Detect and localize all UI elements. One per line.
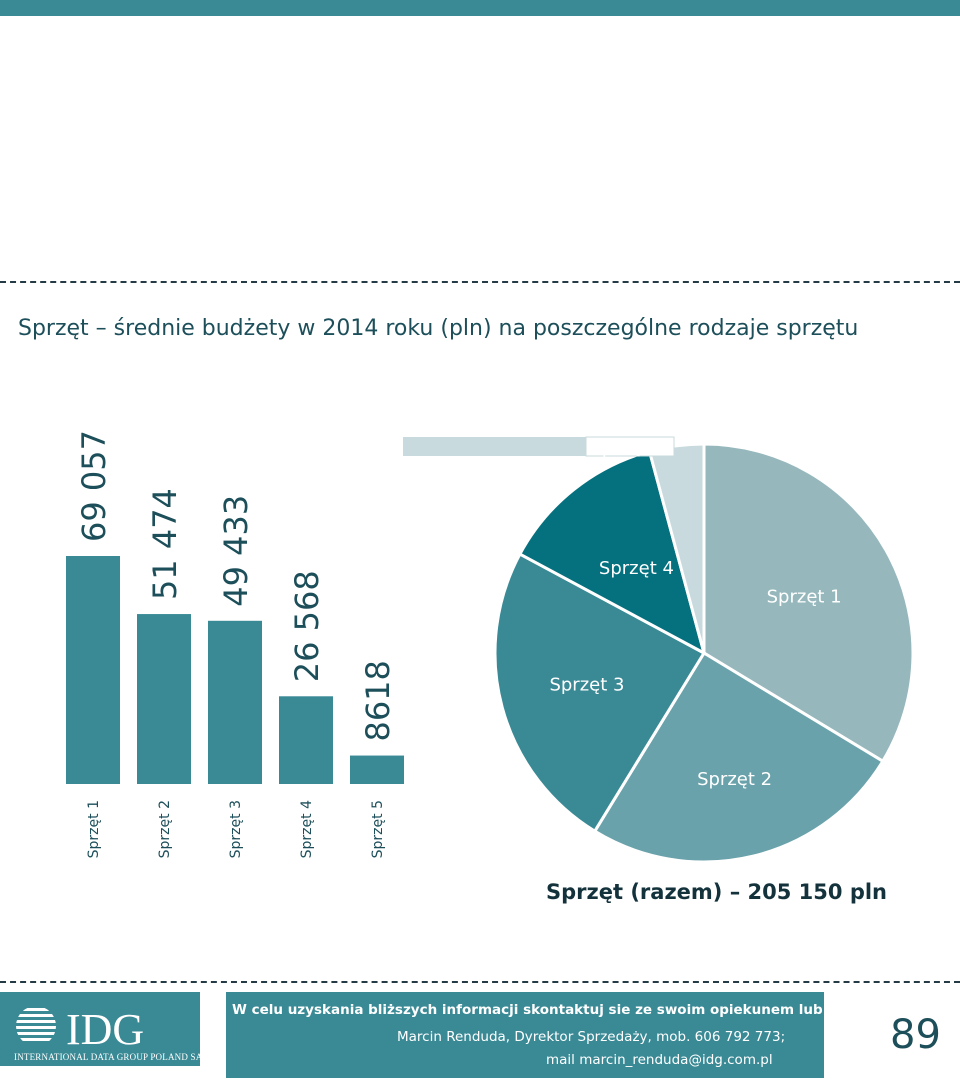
pie-slice-3: [493, 552, 707, 834]
total-label: Sprzęt (razem) – 205 150 pln: [546, 880, 887, 904]
dashed-divider-bottom: [0, 981, 960, 983]
bar-category-label: Sprzęt 5: [370, 800, 386, 858]
idg-logo-box: IDG INTERNATIONAL DATA GROUP POLAND SA: [0, 992, 203, 1066]
bar-category-label: Sprzęt 3: [228, 800, 244, 858]
dashed-divider-top: [0, 281, 960, 283]
bar-category-label: Sprzęt 4: [299, 800, 315, 858]
bar-category-label: Sprzęt 1: [86, 800, 102, 858]
footer: IDG INTERNATIONAL DATA GROUP POLAND SA W…: [0, 992, 960, 1082]
bar-value-label: 49 433: [217, 495, 255, 607]
bar-value-label: 26 568: [288, 570, 326, 682]
pie-slice-2: [592, 650, 885, 864]
pie-slice-label: Sprzęt 1: [767, 587, 842, 608]
pie-slice-label: Sprzęt 5: [590, 437, 665, 458]
chart-area: 69 057 Sprzęt 1 51 474 Sprzęt 2 49 433 Sprzęt…: [66, 430, 915, 864]
pie-slice-1: [702, 442, 915, 764]
contact-heading: W celu uzyskania bliższych informacji sk…: [232, 1002, 829, 1018]
bar-3: [208, 620, 262, 784]
bar-5: [350, 755, 404, 784]
bar-value-label: 51 474: [146, 488, 184, 600]
bar-4: [279, 696, 333, 784]
pie-slice-label: Sprzęt 3: [549, 675, 624, 696]
contact-box: W celu uzyskania bliższych informacji sk…: [226, 992, 828, 1078]
pie-label-tab-end: [585, 436, 675, 457]
idg-globe-logo-icon: IDG: [16, 1005, 144, 1050]
top-accent-bar: [0, 0, 960, 16]
chart-title: Sprzęt – średnie budżety w 2014 roku (pl…: [18, 316, 859, 341]
idg-logo-subtitle: INTERNATIONAL DATA GROUP POLAND SA: [14, 1052, 203, 1062]
pie-slice-label: Sprzęt 2: [697, 769, 772, 790]
bar-value-label: 69 057: [75, 430, 113, 542]
pie-slice-label: Sprzęt 4: [599, 558, 674, 579]
bar-1: [66, 556, 120, 784]
idg-logo-text: IDG: [66, 1005, 144, 1050]
bar-2: [137, 614, 191, 784]
bar-value-label: 8618: [359, 660, 397, 741]
bar-category-label: Sprzęt 2: [157, 800, 173, 858]
contact-line-1: Marcin Renduda, Dyrektor Sprzedaży, mob.…: [397, 1029, 786, 1045]
page-number: 89: [890, 1012, 941, 1058]
contact-line-2: mail marcin_renduda@idg.com.pl: [546, 1052, 773, 1068]
